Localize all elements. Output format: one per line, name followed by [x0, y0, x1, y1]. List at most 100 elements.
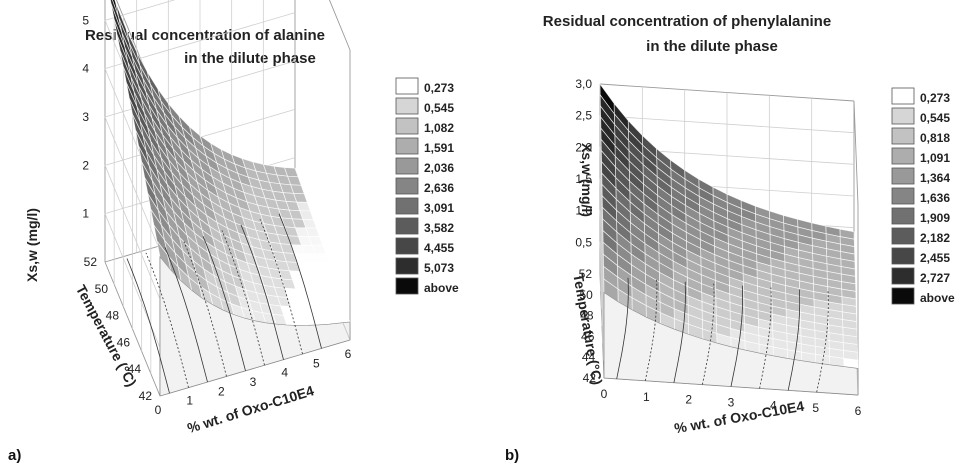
- z-tick-label: 1: [82, 207, 89, 221]
- chart-a-title-line-2: in the dilute phase: [184, 50, 316, 67]
- x-tick-label: 0: [601, 387, 608, 401]
- floor-contour-line: [183, 241, 227, 377]
- z-tick-label: 0,5: [575, 235, 592, 249]
- legend-label: above: [920, 291, 955, 305]
- legend-label: above: [424, 281, 459, 295]
- x-tick-label: 3: [250, 375, 257, 389]
- floor-contour-line: [202, 235, 246, 371]
- legend-swatch: [891, 187, 915, 205]
- y-tick-label: 52: [579, 267, 593, 281]
- y-tick-label: 46: [581, 329, 595, 343]
- legend-swatch: [395, 77, 419, 95]
- y-tick-label: 44: [582, 350, 596, 364]
- floor-contour-line: [240, 224, 284, 360]
- floor-contour-line: [278, 213, 322, 349]
- legend-label: 2,727: [920, 271, 950, 285]
- x-tick-label: 2: [685, 393, 692, 407]
- chart-a-panel-label: a): [8, 447, 21, 464]
- y-tick-label: 46: [117, 335, 131, 349]
- legend-swatch: [395, 157, 419, 175]
- x-tick-label: 1: [186, 394, 193, 408]
- chart-a-y-ticks: 42 44 46 48 50 52: [84, 255, 153, 403]
- chart-b: Residual concentration of phenylalanine …: [505, 13, 955, 464]
- z-tick-label: 1,5: [575, 172, 592, 186]
- z-tick-label: 2,5: [575, 109, 592, 123]
- floor-contour-line: [730, 285, 743, 387]
- chart-b-title-line-1: Residual concentration of phenylalanine: [543, 13, 831, 30]
- chart-a: Residual concentration of alanine in the…: [8, 0, 459, 464]
- chart-a-x-ticks: 0 1 2 3 4 5 6: [155, 347, 352, 417]
- legend-swatch: [395, 137, 419, 155]
- chart-b-z-ticks: 0,5 1,0 1,5 2,0 2,5 3,0: [575, 77, 592, 249]
- legend-label: 0,273: [920, 91, 950, 105]
- y-tick-label: 48: [106, 309, 120, 323]
- legend-swatch: [891, 227, 915, 245]
- legend-swatch: [891, 287, 915, 305]
- chart-b-z-axis-label: Xs,w (mg/l): [579, 143, 595, 217]
- legend-label: 2,455: [920, 251, 950, 265]
- chart-b-y-ticks: 42 44 46 48 50 52: [579, 267, 597, 385]
- surface-front-skirt: [603, 291, 859, 396]
- legend-swatch: [891, 87, 915, 105]
- legend-label: 1,082: [424, 121, 454, 135]
- z-tick-label: 3: [82, 110, 89, 124]
- chart-a-x-axis-label: % wt. of Oxo-C10E4: [185, 382, 316, 436]
- chart-b-x-axis-label: % wt. of Oxo-C10E4: [673, 398, 805, 437]
- chart-b-floor-contours: [616, 277, 829, 393]
- legend-swatch: [395, 257, 419, 275]
- chart-a-title-line-1: Residual concentration of alanine: [85, 27, 325, 44]
- legend-label: 0,545: [920, 111, 950, 125]
- chart-b-title-line-2: in the dilute phase: [646, 38, 778, 55]
- z-tick-label: 5: [82, 13, 89, 27]
- x-tick-label: 1: [643, 390, 650, 404]
- legend-swatch: [395, 117, 419, 135]
- chart-a-floor-contours: [126, 213, 322, 394]
- x-tick-label: 5: [313, 356, 320, 370]
- legend-label: 1,591: [424, 141, 454, 155]
- legend-swatch: [891, 207, 915, 225]
- legend-swatch: [395, 237, 419, 255]
- legend-label: 2,636: [424, 181, 454, 195]
- chart-b-x-ticks: 0 1 2 3 4 5 6: [601, 387, 862, 418]
- chart-b-panel-label: b): [505, 447, 519, 464]
- legend-label: 0,273: [424, 81, 454, 95]
- floor-contour-line: [145, 252, 189, 388]
- x-tick-label: 0: [155, 403, 162, 417]
- z-tick-label: 2,0: [575, 140, 592, 154]
- axes-box-edge: [328, 0, 351, 51]
- axes-box-edge: [853, 100, 859, 206]
- floor-contour-line: [816, 291, 829, 393]
- x-tick-label: 6: [345, 347, 352, 361]
- z-tick-label: 4: [82, 62, 89, 76]
- x-tick-label: 4: [281, 366, 288, 380]
- y-tick-label: 50: [579, 288, 593, 302]
- chart-a-z-axis-label: Xs,w (mg/l): [24, 208, 40, 282]
- legend-label: 1,909: [920, 211, 950, 225]
- x-tick-label: 6: [855, 404, 862, 418]
- y-tick-label: 48: [580, 309, 594, 323]
- floor-contour-line: [164, 247, 208, 383]
- legend-label: 2,182: [920, 231, 950, 245]
- legend-swatch: [395, 197, 419, 215]
- y-tick-label: 52: [84, 255, 98, 269]
- x-tick-label: 4: [770, 398, 777, 412]
- chart-b-legend: 0,273 0,545 0,818 1,091 1,364 1,636 1,909 2,182…: [891, 87, 955, 305]
- legend-label: 0,545: [424, 101, 454, 115]
- floor-contour-line: [787, 289, 801, 391]
- floor-contour-line: [759, 287, 772, 389]
- floor-contour-line: [126, 258, 170, 394]
- floor-contour-line: [702, 283, 715, 385]
- floor-contour-line: [644, 279, 658, 381]
- x-tick-label: 3: [728, 396, 735, 410]
- z-tick-label: 3,0: [575, 77, 592, 91]
- floor-contour-line: [221, 230, 265, 366]
- legend-swatch: [891, 127, 915, 145]
- legend-label: 3,582: [424, 221, 454, 235]
- legend-swatch: [395, 97, 419, 115]
- z-tick-label: 2: [82, 158, 89, 172]
- y-tick-label: 42: [583, 371, 597, 385]
- legend-swatch: [395, 177, 419, 195]
- floor-contour-line: [616, 277, 629, 379]
